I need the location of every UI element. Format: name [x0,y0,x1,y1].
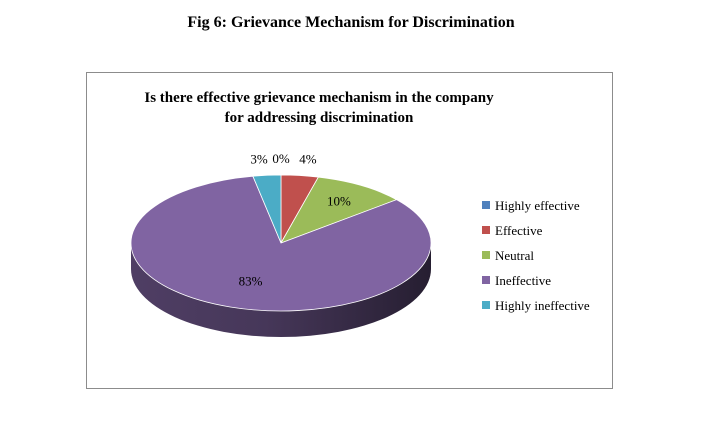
legend-label-highly-effective: Highly effective [495,198,580,213]
legend-swatch-effective [482,226,490,234]
chart-title-line-2: for addressing discrimination [225,110,414,126]
legend-label-ineffective: Ineffective [495,273,551,288]
pie-chart: Is there effective grievance mechanism i… [130,90,590,337]
figure-caption: Fig 6: Grievance Mechanism for Discrimin… [187,14,515,31]
legend-swatch-neutral [482,251,490,259]
legend-swatch-highly-ineffective [482,301,490,309]
pie-slice-highly-ineffective [252,174,282,244]
data-label-ineffective: 83% [239,273,263,288]
data-label-neutral: 10% [327,194,351,209]
data-label-highly-ineffective: 3% [250,151,268,166]
legend-label-highly-ineffective: Highly ineffective [495,298,590,313]
legend-swatch-ineffective [482,276,490,284]
pie-side-ineffective [131,243,431,337]
pie-slice-neutral [280,176,398,244]
data-label-highly-effective: 0% [272,151,290,166]
chart-area: Is there effective grievance mechanism i… [86,72,613,389]
legend-swatch-highly-effective [482,201,490,209]
pie-slice-ineffective [130,175,432,312]
legend-label-neutral: Neutral [495,248,534,263]
data-label-effective: 4% [299,152,317,167]
legend-label-effective: Effective [495,223,543,238]
chart-title-line-1: Is there effective grievance mechanism i… [144,90,494,106]
